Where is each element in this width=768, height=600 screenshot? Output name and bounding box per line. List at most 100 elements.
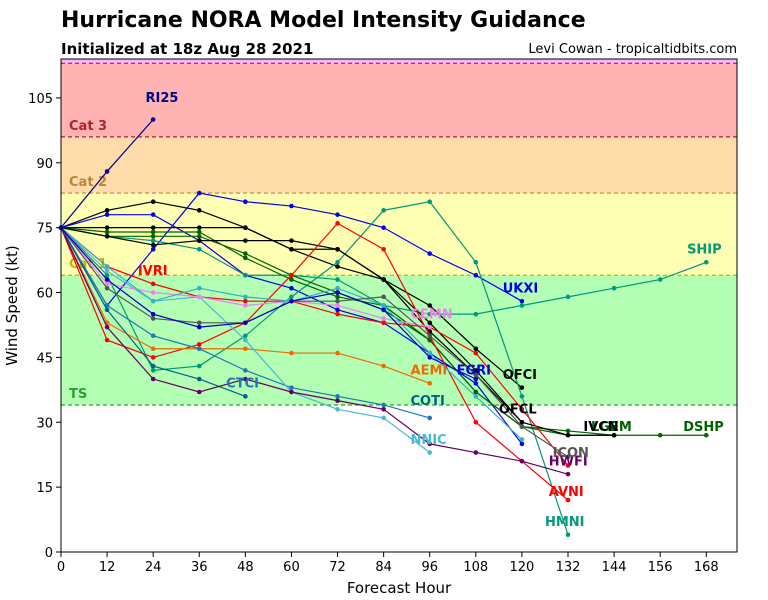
data-point-cmc	[519, 437, 525, 442]
data-point-nnic	[335, 406, 340, 412]
x-tick-label: 132	[556, 560, 581, 575]
series-line-ctcx	[60, 227, 477, 380]
data-point-ofci	[427, 303, 433, 308]
data-point-ivri	[243, 298, 248, 304]
data-point-ivcn	[381, 277, 386, 282]
band-cat-1	[61, 193, 737, 276]
data-point-ivri	[473, 350, 479, 356]
band-extreme	[61, 59, 737, 64]
data-point-ofci	[519, 385, 525, 390]
series-label-ivcn: IVCN	[583, 420, 618, 435]
data-point-ofcl	[335, 264, 340, 269]
series-label-hwfi: HWFI	[549, 455, 588, 470]
y-tick-label: 60	[36, 287, 53, 302]
plot-frame	[60, 58, 738, 553]
data-point-ctcx	[196, 324, 202, 330]
data-point-ofci	[196, 208, 202, 213]
data-point-dshp	[703, 432, 709, 438]
data-point-hwfi	[335, 398, 340, 403]
data-point-hmni	[519, 394, 525, 399]
series-label-cemn: CEMN	[411, 307, 453, 322]
series-line-avni	[60, 222, 569, 501]
data-point-lgem	[150, 229, 156, 235]
series-label-aemi: AEMI	[411, 364, 448, 379]
data-point-ctci	[335, 394, 340, 399]
data-point-hwfi	[427, 441, 433, 447]
y-tick-label: 0	[45, 546, 53, 561]
series-label-avni: AVNI	[549, 485, 584, 500]
data-point-hwfi	[381, 406, 386, 412]
data-point-ship	[335, 277, 340, 282]
data-point-icon	[519, 424, 525, 429]
data-point-ivcn	[335, 246, 340, 252]
data-point-lgem	[196, 229, 202, 235]
data-point-cmc	[473, 394, 479, 399]
data-point-nnic	[427, 450, 433, 455]
data-point-hmni	[565, 532, 571, 538]
data-point-cemn	[150, 290, 156, 295]
data-point-coti	[104, 307, 110, 313]
data-point-cemn	[196, 294, 202, 300]
data-point-ivri	[150, 281, 156, 287]
data-point-nnic	[243, 337, 248, 343]
band-label: Cat 2	[69, 175, 107, 190]
data-point-lgem	[104, 229, 110, 235]
data-point-ivcn	[196, 238, 202, 243]
model-labels: RI25 OFCI OFCL UKXI EGRI SHIP HMNI DSHP LGEMIVCN…	[138, 91, 724, 530]
data-point-aemi	[381, 363, 386, 369]
data-point-nnic	[104, 268, 110, 274]
axis-ticks: 0 12 24 36 48 60 72 84 96 108 120 132 144 156 168 0 15 30…	[28, 92, 719, 575]
series-label-ctci: CTCI	[226, 377, 259, 392]
data-point-hmni	[289, 294, 294, 300]
data-point-hwfi	[243, 376, 248, 382]
series-label-ivri: IVRI	[138, 264, 168, 279]
data-point-ukxi	[473, 381, 479, 386]
data-point-ofci	[150, 199, 156, 205]
data-point-ctci	[196, 346, 202, 352]
data-point-ctci	[243, 368, 248, 373]
data-point-ukxi	[104, 212, 110, 217]
data-point-hmni	[381, 208, 386, 213]
x-tick-label: 96	[421, 560, 438, 575]
data-point-dshp	[196, 234, 202, 239]
data-point-ofcl	[104, 225, 110, 230]
data-point-coti	[150, 363, 156, 369]
data-point-ship	[611, 285, 617, 291]
x-axis-label: Forecast Hour	[347, 579, 452, 597]
data-point-icon	[104, 285, 110, 291]
data-point-avni	[473, 419, 479, 425]
data-point-egri	[381, 225, 386, 230]
data-point-cemn	[381, 316, 386, 321]
data-point-ivri	[381, 320, 386, 326]
data-point-ivcn	[473, 368, 479, 373]
data-point-icon	[427, 333, 433, 339]
data-point-ukxi	[150, 212, 156, 217]
data-point-ctci	[150, 333, 156, 339]
data-point-ctcx	[289, 298, 294, 304]
data-point-ctcx	[104, 277, 110, 282]
band-cat-2	[61, 136, 737, 194]
band-label: TS	[69, 387, 87, 402]
data-point-ship	[519, 303, 525, 308]
data-point-ofcl	[289, 246, 294, 252]
data-point-aemi	[289, 350, 294, 356]
data-point-ofcl	[243, 225, 248, 230]
data-point-ctcx	[473, 376, 479, 382]
data-point-lgem	[565, 428, 571, 434]
series-line-hwfi	[60, 227, 569, 475]
data-point-hwfi	[289, 389, 294, 395]
x-tick-label: 156	[648, 560, 673, 575]
x-tick-label: 12	[99, 560, 116, 575]
data-point-ctci	[381, 402, 386, 408]
band-cat-3	[61, 63, 737, 137]
data-point-ctci	[427, 415, 433, 421]
data-point-lgem	[473, 389, 479, 395]
x-tick-label: 60	[283, 560, 300, 575]
data-point-icon	[196, 320, 202, 326]
chart-title: Hurricane NORA Model Intensity Guidance	[61, 8, 586, 33]
data-point-ivcn	[243, 238, 248, 243]
data-point-ukxi	[519, 441, 525, 447]
data-point-icon	[150, 316, 156, 321]
data-point-aemi	[335, 350, 340, 356]
